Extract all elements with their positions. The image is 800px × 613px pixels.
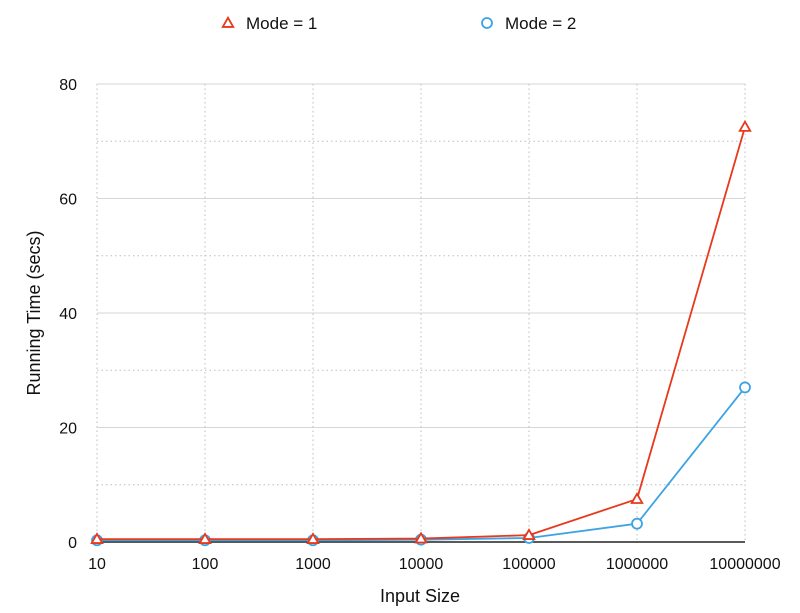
triangle-marker	[630, 491, 644, 504]
legend-label: Mode = 2	[505, 14, 576, 33]
x-tick-label: 10	[88, 556, 106, 573]
legend-item: Mode = 2	[481, 14, 576, 33]
triangle-marker	[198, 532, 212, 544]
circle-marker	[631, 517, 643, 530]
legend-item: Mode = 1	[221, 14, 317, 33]
y-tick-label: 0	[68, 535, 77, 552]
legend: Mode = 1 Mode = 2	[221, 14, 576, 33]
x-tick-label: 10000	[399, 556, 444, 573]
y-tick-label: 80	[59, 77, 77, 94]
x-tick-label: 10000000	[709, 556, 780, 573]
series-layer	[90, 119, 752, 547]
circle-marker	[739, 381, 751, 394]
circle-marker	[481, 17, 493, 29]
x-tick-label: 1000000	[606, 556, 668, 573]
y-axis-title: Running Time (secs)	[24, 230, 44, 395]
x-tick-label: 1000	[295, 556, 331, 573]
x-tick-label: 100	[192, 556, 219, 573]
y-tick-label: 40	[59, 306, 77, 323]
triangle-marker	[738, 119, 752, 132]
series-triangle	[90, 119, 752, 544]
triangle-marker	[306, 532, 320, 544]
x-axis-title: Input Size	[380, 586, 460, 606]
triangle-marker	[522, 528, 536, 540]
triangle-marker	[414, 531, 428, 544]
y-tick-label: 20	[59, 421, 77, 438]
x-tick-labels: 10 100 1000 10000 100000 1000000 10000000	[88, 556, 781, 573]
triangle-marker	[221, 15, 235, 28]
triangle-marker	[90, 532, 104, 544]
legend-label: Mode = 1	[246, 14, 317, 33]
x-tick-label: 100000	[502, 556, 555, 573]
gridlines	[96, 83, 746, 542]
y-tick-label: 60	[59, 192, 77, 209]
y-tick-labels: 0 20 40 60 80	[59, 77, 77, 552]
